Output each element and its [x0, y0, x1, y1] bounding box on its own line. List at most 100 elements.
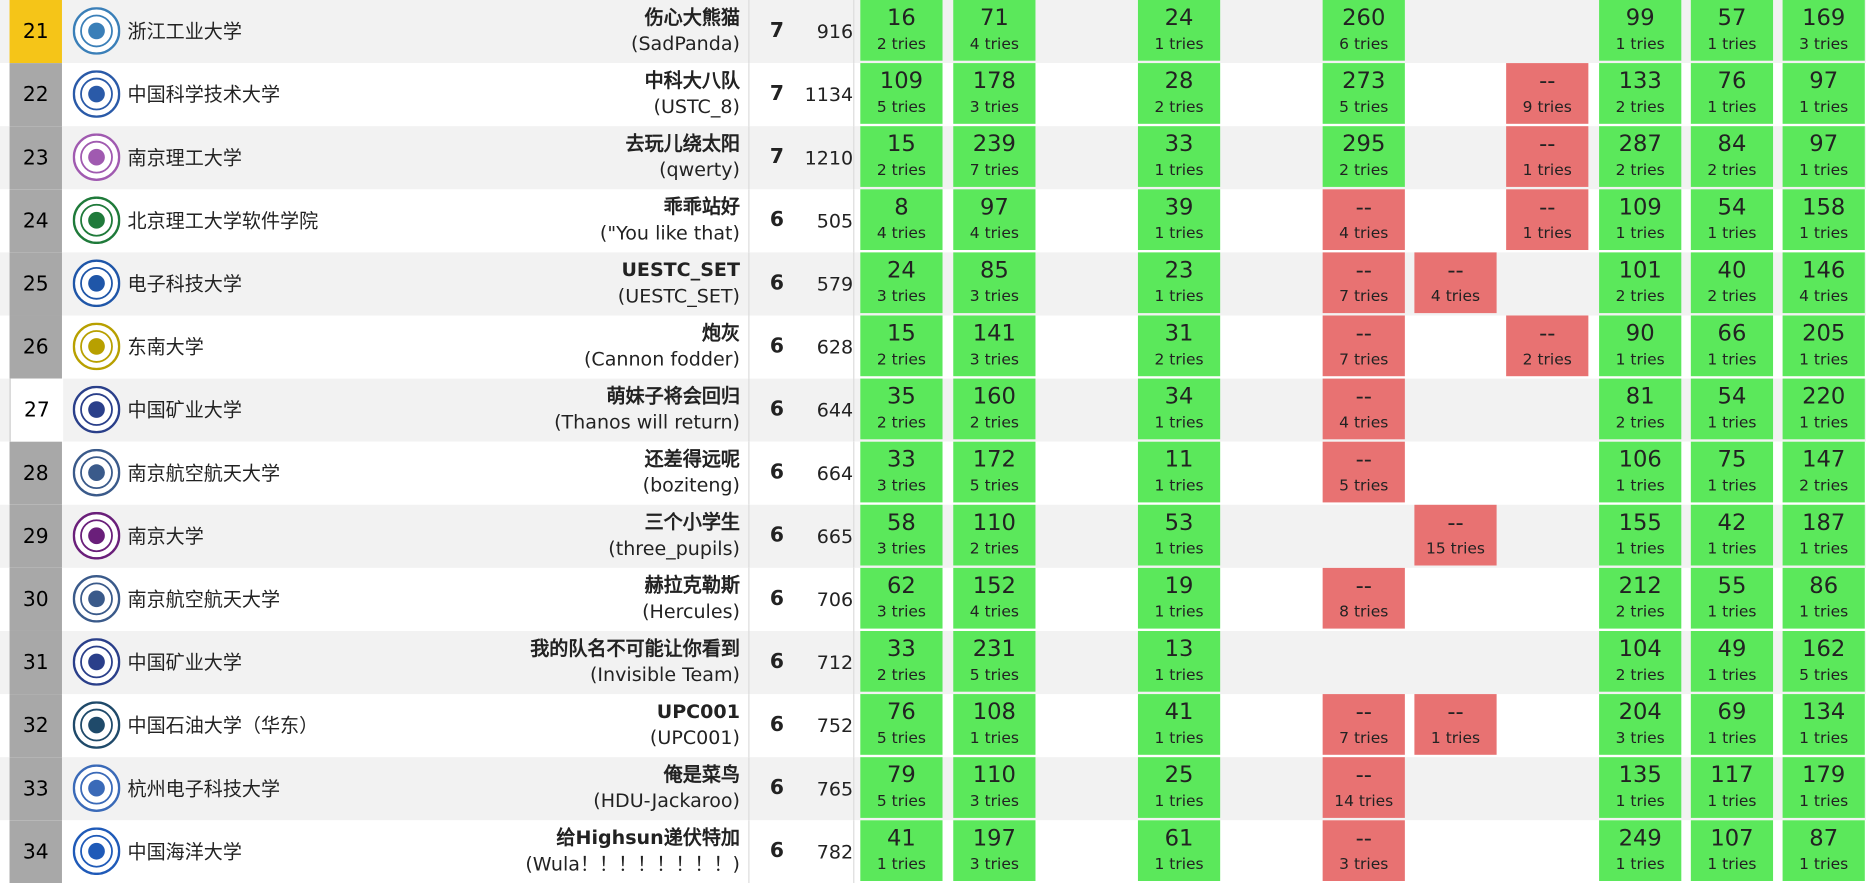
problem-cell-accepted[interactable]: 84 2 tries: [1690, 126, 1774, 187]
problem-cell-accepted[interactable]: 49 1 tries: [1690, 630, 1774, 692]
problem-cell-accepted[interactable]: 110 3 tries: [953, 757, 1036, 818]
problem-cell-accepted[interactable]: 58 3 tries: [860, 504, 943, 566]
problem-cell-accepted[interactable]: 53 1 tries: [1137, 504, 1221, 566]
problem-cell-accepted[interactable]: 15 2 tries: [860, 126, 943, 187]
problem-cell-accepted[interactable]: 15 2 tries: [860, 315, 943, 377]
problem-cell-accepted[interactable]: 231 5 tries: [953, 630, 1036, 692]
problem-cell-rejected[interactable]: -- 7 tries: [1322, 694, 1405, 755]
problem-cell-accepted[interactable]: 108 1 tries: [953, 694, 1036, 755]
problem-cell-accepted[interactable]: 41 1 tries: [860, 820, 943, 881]
problem-cell-accepted[interactable]: 99 1 tries: [1599, 0, 1682, 61]
problem-cell-accepted[interactable]: 86 1 tries: [1782, 567, 1865, 629]
problem-cell-accepted[interactable]: 107 1 tries: [1690, 820, 1774, 881]
problem-cell-accepted[interactable]: 155 1 tries: [1599, 504, 1682, 566]
problem-cell-accepted[interactable]: 187 1 tries: [1782, 504, 1865, 566]
problem-cell-accepted[interactable]: 34 1 tries: [1137, 378, 1221, 440]
problem-cell-accepted[interactable]: 287 2 tries: [1599, 126, 1682, 187]
problem-cell-accepted[interactable]: 160 2 tries: [953, 378, 1036, 440]
problem-cell-accepted[interactable]: 117 1 tries: [1690, 757, 1774, 818]
problem-cell-accepted[interactable]: 76 5 tries: [860, 694, 943, 755]
problem-cell-accepted[interactable]: 135 1 tries: [1599, 757, 1682, 818]
problem-cell-accepted[interactable]: 39 1 tries: [1137, 189, 1221, 251]
problem-cell-accepted[interactable]: 239 7 tries: [953, 126, 1036, 187]
problem-cell-accepted[interactable]: 87 1 tries: [1782, 820, 1865, 881]
problem-cell-accepted[interactable]: 295 2 tries: [1322, 126, 1405, 187]
problem-cell-accepted[interactable]: 33 1 tries: [1137, 126, 1221, 187]
problem-cell-rejected[interactable]: -- 15 tries: [1414, 504, 1497, 566]
problem-cell-accepted[interactable]: 33 2 tries: [860, 630, 943, 692]
problem-cell-accepted[interactable]: 85 3 tries: [953, 252, 1036, 314]
problem-cell-accepted[interactable]: 97 1 tries: [1782, 126, 1865, 187]
problem-cell-accepted[interactable]: 179 1 tries: [1782, 757, 1865, 818]
problem-cell-rejected[interactable]: -- 1 tries: [1506, 126, 1589, 187]
problem-cell-accepted[interactable]: 57 1 tries: [1690, 0, 1774, 61]
problem-cell-rejected[interactable]: -- 1 tries: [1414, 694, 1497, 755]
problem-cell-rejected[interactable]: -- 7 tries: [1322, 252, 1405, 314]
problem-cell-accepted[interactable]: 104 2 tries: [1599, 630, 1682, 692]
problem-cell-accepted[interactable]: 55 1 tries: [1690, 567, 1774, 629]
problem-cell-accepted[interactable]: 16 2 tries: [860, 0, 943, 61]
problem-cell-accepted[interactable]: 8 4 tries: [860, 189, 943, 251]
problem-cell-rejected[interactable]: -- 4 tries: [1414, 252, 1497, 314]
problem-cell-accepted[interactable]: 273 5 tries: [1322, 63, 1405, 124]
problem-cell-accepted[interactable]: 260 6 tries: [1322, 0, 1405, 61]
problem-cell-accepted[interactable]: 178 3 tries: [953, 63, 1036, 124]
problem-cell-accepted[interactable]: 13 1 tries: [1137, 630, 1221, 692]
problem-cell-accepted[interactable]: 141 3 tries: [953, 315, 1036, 377]
problem-cell-accepted[interactable]: 19 1 tries: [1137, 567, 1221, 629]
problem-cell-accepted[interactable]: 42 1 tries: [1690, 504, 1774, 566]
problem-cell-accepted[interactable]: 41 1 tries: [1137, 694, 1221, 755]
problem-cell-rejected[interactable]: -- 8 tries: [1322, 567, 1405, 629]
problem-cell-accepted[interactable]: 158 1 tries: [1782, 189, 1865, 251]
problem-cell-rejected[interactable]: -- 4 tries: [1322, 189, 1405, 251]
problem-cell-rejected[interactable]: -- 4 tries: [1322, 378, 1405, 440]
problem-cell-accepted[interactable]: 33 3 tries: [860, 441, 943, 503]
problem-cell-accepted[interactable]: 54 1 tries: [1690, 189, 1774, 251]
problem-cell-accepted[interactable]: 71 4 tries: [953, 0, 1036, 61]
problem-cell-accepted[interactable]: 169 3 tries: [1782, 0, 1865, 61]
problem-cell-rejected[interactable]: -- 7 tries: [1322, 315, 1405, 377]
problem-cell-accepted[interactable]: 31 2 tries: [1137, 315, 1221, 377]
problem-cell-accepted[interactable]: 69 1 tries: [1690, 694, 1774, 755]
problem-cell-accepted[interactable]: 62 3 tries: [860, 567, 943, 629]
problem-cell-accepted[interactable]: 212 2 tries: [1599, 567, 1682, 629]
problem-cell-accepted[interactable]: 90 1 tries: [1599, 315, 1682, 377]
problem-cell-accepted[interactable]: 28 2 tries: [1137, 63, 1221, 124]
problem-cell-accepted[interactable]: 81 2 tries: [1599, 378, 1682, 440]
problem-cell-rejected[interactable]: -- 2 tries: [1506, 315, 1589, 377]
problem-cell-accepted[interactable]: 24 3 tries: [860, 252, 943, 314]
problem-cell-accepted[interactable]: 106 1 tries: [1599, 441, 1682, 503]
problem-cell-accepted[interactable]: 35 2 tries: [860, 378, 943, 440]
problem-cell-accepted[interactable]: 66 1 tries: [1690, 315, 1774, 377]
problem-cell-accepted[interactable]: 97 1 tries: [1782, 63, 1865, 124]
problem-cell-accepted[interactable]: 101 2 tries: [1599, 252, 1682, 314]
problem-cell-accepted[interactable]: 97 4 tries: [953, 189, 1036, 251]
problem-cell-accepted[interactable]: 109 5 tries: [860, 63, 943, 124]
problem-cell-accepted[interactable]: 172 5 tries: [953, 441, 1036, 503]
problem-cell-accepted[interactable]: 204 3 tries: [1599, 694, 1682, 755]
problem-cell-accepted[interactable]: 205 1 tries: [1782, 315, 1865, 377]
problem-cell-rejected[interactable]: -- 5 tries: [1322, 441, 1405, 503]
problem-cell-accepted[interactable]: 152 4 tries: [953, 567, 1036, 629]
problem-cell-accepted[interactable]: 24 1 tries: [1137, 0, 1221, 61]
problem-cell-rejected[interactable]: -- 9 tries: [1506, 63, 1589, 124]
problem-cell-accepted[interactable]: 11 1 tries: [1137, 441, 1221, 503]
problem-cell-accepted[interactable]: 54 1 tries: [1690, 378, 1774, 440]
problem-cell-accepted[interactable]: 23 1 tries: [1137, 252, 1221, 314]
problem-cell-accepted[interactable]: 61 1 tries: [1137, 820, 1221, 881]
problem-cell-accepted[interactable]: 197 3 tries: [953, 820, 1036, 881]
problem-cell-accepted[interactable]: 134 1 tries: [1782, 694, 1865, 755]
problem-cell-accepted[interactable]: 147 2 tries: [1782, 441, 1865, 503]
problem-cell-accepted[interactable]: 79 5 tries: [860, 757, 943, 818]
problem-cell-accepted[interactable]: 220 1 tries: [1782, 378, 1865, 440]
problem-cell-accepted[interactable]: 133 2 tries: [1599, 63, 1682, 124]
problem-cell-accepted[interactable]: 109 1 tries: [1599, 189, 1682, 251]
problem-cell-accepted[interactable]: 146 4 tries: [1782, 252, 1865, 314]
problem-cell-accepted[interactable]: 110 2 tries: [953, 504, 1036, 566]
problem-cell-accepted[interactable]: 162 5 tries: [1782, 630, 1865, 692]
problem-cell-rejected[interactable]: -- 3 tries: [1322, 820, 1405, 881]
problem-cell-rejected[interactable]: -- 14 tries: [1322, 757, 1405, 818]
problem-cell-accepted[interactable]: 25 1 tries: [1137, 757, 1221, 818]
problem-cell-rejected[interactable]: -- 1 tries: [1506, 189, 1589, 251]
problem-cell-accepted[interactable]: 76 1 tries: [1690, 63, 1774, 124]
